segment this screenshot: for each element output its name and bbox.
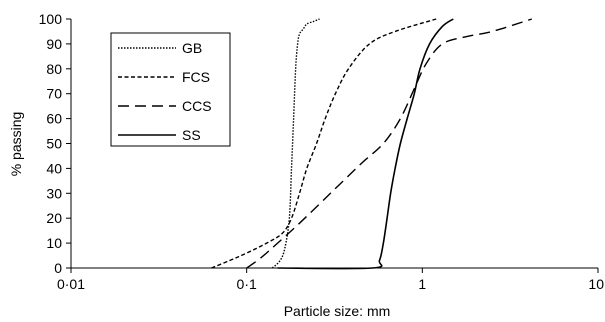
series-line-gb xyxy=(271,18,320,269)
y-axis-ticks: 0 10 20 30 40 50 60 70 80 90 100 xyxy=(39,11,71,276)
x-tick-label: 0·01 xyxy=(57,276,85,292)
y-tick-label: 80 xyxy=(46,61,62,77)
legend-box xyxy=(110,32,231,147)
y-tick-label: 40 xyxy=(46,160,62,176)
x-tick-label: 1 xyxy=(418,276,426,292)
series-line-ss xyxy=(277,18,454,270)
y-tick-label: 30 xyxy=(46,185,62,201)
y-tick-label: 60 xyxy=(46,111,62,127)
legend-label-fcs: FCS xyxy=(182,69,210,85)
y-tick-label: 70 xyxy=(46,86,62,102)
legend-label-gb: GB xyxy=(182,40,202,56)
y-axis-title: % passing xyxy=(8,112,24,177)
y-tick-label: 50 xyxy=(46,136,62,152)
y-tick-label: 0 xyxy=(54,260,62,276)
legend-label-ss: SS xyxy=(182,127,201,143)
legend: GB FCS CCS SS xyxy=(110,32,231,147)
x-tick-label: 10 xyxy=(588,276,604,292)
y-tick-label: 90 xyxy=(46,36,62,52)
y-tick-label: 100 xyxy=(39,11,63,27)
x-axis-ticks: 0·01 0·1 1 10 xyxy=(57,268,604,292)
y-tick-label: 10 xyxy=(46,235,62,251)
legend-label-ccs: CCS xyxy=(182,98,212,114)
y-tick-label: 20 xyxy=(46,210,62,226)
x-axis-title: Particle size: mm xyxy=(284,303,391,319)
series-line-ccs xyxy=(246,18,533,269)
x-tick-label: 0·1 xyxy=(237,276,257,292)
series-lines xyxy=(211,18,533,270)
legend-items: GB FCS CCS SS xyxy=(118,40,212,143)
series-line-fcs xyxy=(211,18,437,269)
